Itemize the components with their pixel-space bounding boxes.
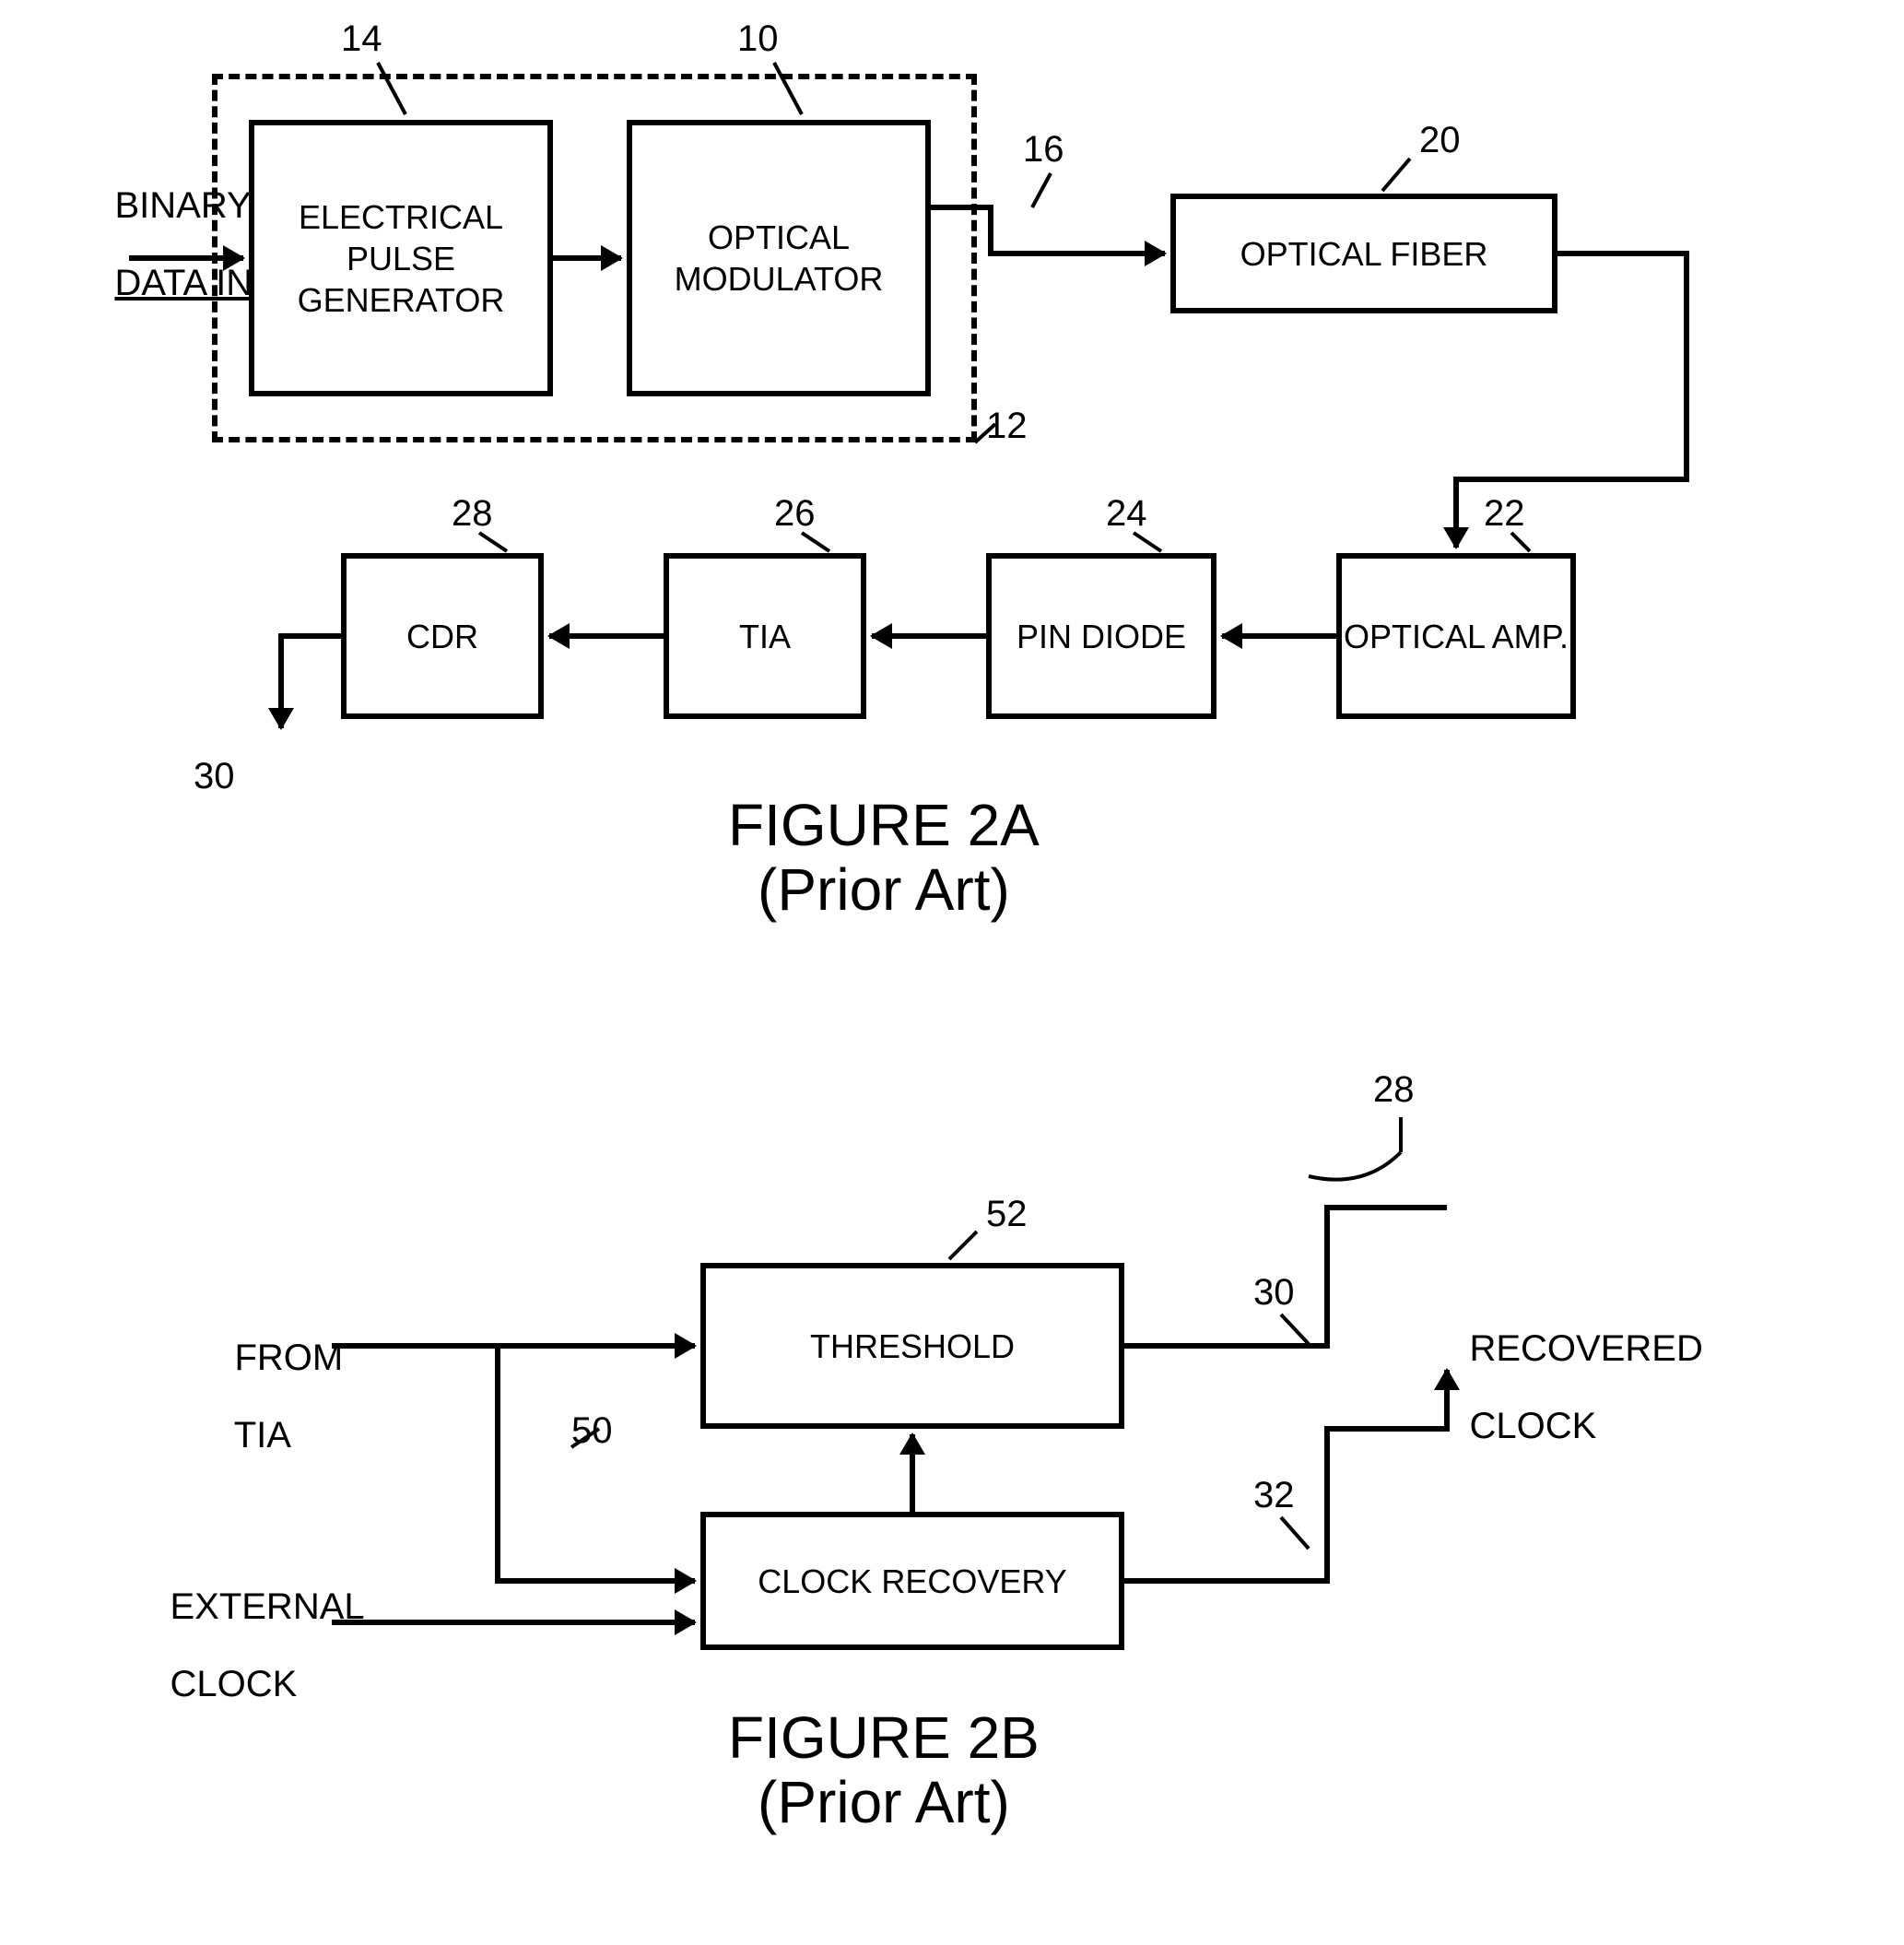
ref-30a: 30 <box>194 756 235 797</box>
recclk-l1: RECOVERED <box>1469 1328 1702 1369</box>
block-tia-label: TIA <box>739 616 791 657</box>
block-optical-fiber: OPTICAL FIBER <box>1170 194 1557 313</box>
recovered-clock-label: RECOVERED CLOCK <box>1428 1291 1703 1484</box>
ref-26: 26 <box>774 493 816 535</box>
block-tia: TIA <box>664 553 866 719</box>
fromtia-l2: TIA <box>234 1415 291 1456</box>
block-cdr-label: CDR <box>406 616 478 657</box>
ref-50: 50 <box>571 1410 613 1452</box>
extclk-l2: CLOCK <box>170 1664 297 1704</box>
caption-2b-l1: FIGURE 2B <box>728 1704 1040 1771</box>
block-epg: ELECTRICAL PULSE GENERATOR <box>249 120 553 396</box>
block-optical-modulator: OPTICAL MODULATOR <box>627 120 931 396</box>
ref-22: 22 <box>1484 493 1525 535</box>
ref-10: 10 <box>737 18 779 60</box>
ref-28b: 28 <box>1373 1069 1415 1111</box>
ref-28a: 28 <box>452 493 493 535</box>
block-threshold-label: THRESHOLD <box>810 1326 1015 1367</box>
block-cdr: CDR <box>341 553 544 719</box>
binary-line1: BINARY <box>114 185 251 226</box>
recclk-l2: CLOCK <box>1469 1406 1596 1446</box>
ref-52: 52 <box>986 1194 1028 1235</box>
block-om-label: OPTICAL MODULATOR <box>632 217 925 300</box>
ref-12: 12 <box>986 406 1028 447</box>
from-tia-label: FROM TIA <box>194 1300 343 1493</box>
block-pin-diode: PIN DIODE <box>986 553 1216 719</box>
ref-30b: 30 <box>1253 1272 1295 1314</box>
ref-24: 24 <box>1106 493 1147 535</box>
block-clock-recovery: CLOCK RECOVERY <box>700 1512 1124 1650</box>
ref-14: 14 <box>341 18 382 60</box>
block-pin-label: PIN DIODE <box>1017 616 1186 657</box>
caption-2a-l2: (Prior Art) <box>758 856 1010 923</box>
block-fiber-label: OPTICAL FIBER <box>1240 233 1488 275</box>
ref-32: 32 <box>1253 1475 1295 1516</box>
diagram-canvas: ELECTRICAL PULSE GENERATOR OPTICAL MODUL… <box>37 37 1867 1908</box>
block-epg-label: ELECTRICAL PULSE GENERATOR <box>254 196 547 321</box>
external-clock-label: EXTERNAL CLOCK <box>129 1549 365 1742</box>
block-optical-amp: OPTICAL AMP. <box>1336 553 1576 719</box>
fromtia-l1: FROM <box>234 1338 343 1378</box>
block-oamp-label: OPTICAL AMP. <box>1344 616 1569 657</box>
binary-line2: DATA IN <box>114 263 253 303</box>
caption-fig2b: FIGURE 2B (Prior Art) <box>728 1705 1040 1835</box>
ref-20: 20 <box>1419 120 1461 161</box>
block-clockrec-label: CLOCK RECOVERY <box>758 1561 1066 1602</box>
extclk-l1: EXTERNAL <box>170 1586 364 1627</box>
ref-16: 16 <box>1023 129 1064 171</box>
caption-2a-l1: FIGURE 2A <box>728 792 1040 858</box>
block-threshold: THRESHOLD <box>700 1263 1124 1429</box>
caption-2b-l2: (Prior Art) <box>758 1769 1010 1835</box>
binary-data-in-label: BINARY DATA IN <box>74 147 253 341</box>
caption-fig2a: FIGURE 2A (Prior Art) <box>728 793 1040 923</box>
